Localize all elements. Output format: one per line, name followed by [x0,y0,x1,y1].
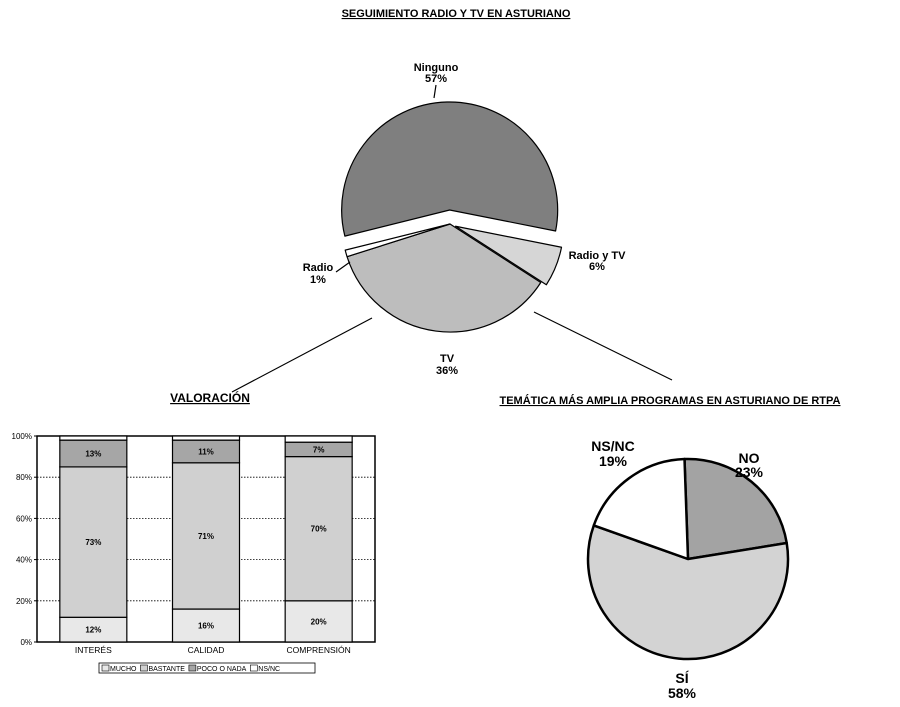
pie1-label-radio: Radio [303,262,334,274]
pie1-label-tv: TV [440,353,455,365]
bar-y-tick-label: 60% [16,514,32,523]
pie2-label-nsnc: NS/NC [591,438,635,454]
pie2-label-no: NO [739,450,760,466]
bar-data-label: 13% [85,450,101,459]
bar-segment-poco-o-nada-interes [59,439,128,468]
pie1-pct-radio: 1% [310,274,326,286]
pie2-slice-ns-nc [592,457,690,561]
bar-y-tick-label: 40% [16,556,32,565]
pie1-leader-radio [335,261,351,273]
bar-y-tick-label: 100% [12,432,32,441]
bar-segment-ns-nc-comprension [284,435,353,443]
pie1-connectors [231,84,673,393]
pie1-label-radio-y-tv: Radio y TV [569,250,627,262]
pie-chart-seguimiento: SEGUIMIENTO RADIO Y TV EN ASTURIANO Ning… [231,8,673,393]
bar-legend-label-ns-nc: NS/NC [258,666,280,673]
pie1-slice-radio [344,223,451,258]
bar-y-tick-label: 20% [16,597,32,606]
bar-legend-swatch-poco-o-nada [188,664,197,672]
bar-data-label: 20% [311,617,327,626]
bar-legend-swatch-bastante [140,664,148,672]
zoom-line-left [231,317,373,393]
bar-segments: 12% 73% 13% 16% 71% 11% 20% 70% 7% [59,435,353,643]
pie1-slice-radio-y-tv [454,225,563,286]
bar-y-tick-label: 80% [16,473,32,482]
pie2-labels: NO 23% NS/NC 19% SÍ 58% [591,438,763,701]
bar-legend-label-bastante: BASTANTE [148,666,185,673]
pie1-label-ninguno: Ninguno [414,62,459,74]
bar-data-label: 12% [85,626,101,635]
pie1-labels: Ninguno 57% Radio y TV 6% TV 36% Radio 1… [303,62,626,377]
bar-segment-mucho-interes [59,616,128,643]
bar-segment-bastante-calidad [171,462,241,610]
bar-legend-label-mucho: MUCHO [110,666,137,673]
bar-x-tick-label: INTERÉS [75,645,112,655]
bar-legend-label-poco-o-nada: POCO O NADA [197,666,247,673]
pie1-slices [341,101,563,333]
bar-chart-valoracion: VALORACIÓN 0%20%40%60%80%100% 12%73%13%1… [12,390,376,674]
bar-data-label: 71% [198,532,214,541]
bar-data-label: 16% [198,622,214,631]
pie1-pct-tv: 36% [436,365,458,377]
pie2-pct-no: 23% [735,464,764,480]
bar-x-ticks: INTERÉS CALIDAD COMPRENSIÓN [75,645,351,655]
bar-data-label: 70% [311,525,327,534]
bar-segment-mucho-comprension [284,600,353,643]
zoom-line-right [533,311,673,381]
pie2-label-si: SÍ [675,670,689,686]
bar-legend-swatch-ns-nc [249,664,258,672]
bar-x-tick-label: CALIDAD [188,645,225,655]
bar-data-label: 73% [85,538,101,547]
bar-x-tick-label: COMPRENSIÓN [287,645,351,655]
bar-data-label: 7% [313,445,325,454]
pie1-pct-radio-y-tv: 6% [589,261,605,273]
pie2-slices [586,457,790,661]
bar-y-ticks: 0% 20% 40% 60% 80% 100% [12,432,37,647]
pie1-pct-ninguno: 57% [425,73,447,85]
bar-legend-frame [98,662,316,674]
bar-data-label: 11% [198,447,214,456]
pie1-slice-ninguno [341,101,559,237]
pie1-title: SEGUIMIENTO RADIO Y TV EN ASTURIANO [342,8,571,20]
pie2-title: TEMÁTICA MÁS AMPLIA PROGRAMAS EN ASTURIA… [500,394,841,407]
pie2-slice-si [586,524,790,661]
bar-segment-ns-nc-interes [59,435,128,441]
bar-title: VALORACIÓN [170,390,250,405]
bar-segment-bastante-interes [59,466,128,618]
pie2-pct-si: 58% [668,685,697,701]
pie2-slice-no [683,457,788,561]
pie1-leader-ninguno [433,84,437,99]
pie1-slice-tv [346,223,542,333]
bar-legend-swatch-mucho [101,664,110,672]
bar-segment-ns-nc-calidad [171,435,241,441]
bar-y-tick-label: 0% [20,638,32,647]
pie2-pct-nsnc: 19% [599,453,628,469]
pie-chart-tematica: TEMÁTICA MÁS AMPLIA PROGRAMAS EN ASTURIA… [500,394,841,701]
bar-legend: MUCHO BASTANTE POCO O NADA NS/NC [98,662,316,674]
